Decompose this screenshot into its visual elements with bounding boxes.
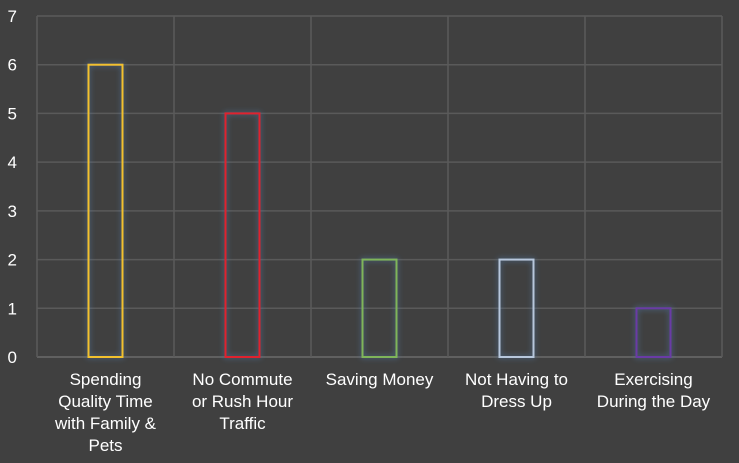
x-category-label-line: Exercising	[614, 370, 692, 389]
x-category-label-line: Pets	[88, 436, 122, 455]
x-category-label-line: with Family &	[54, 414, 157, 433]
bar	[224, 112, 261, 358]
y-tick-label: 0	[8, 348, 17, 367]
y-tick-label: 1	[8, 299, 17, 318]
x-category-label-line: During the Day	[597, 392, 711, 411]
bars	[87, 63, 672, 359]
x-category-label-line: Dress Up	[481, 392, 552, 411]
x-category-label-line: Quality Time	[58, 392, 152, 411]
y-tick-label: 7	[8, 7, 17, 26]
x-category-label: Not Having to Dress Up	[465, 370, 568, 411]
x-category-label-line: No Commute	[192, 370, 292, 389]
y-tick-label: 4	[8, 153, 17, 172]
bar	[361, 258, 398, 359]
x-category-label-line: Traffic	[219, 414, 266, 433]
x-category-label: Saving Money	[326, 370, 434, 389]
y-tick-label: 3	[8, 202, 17, 221]
x-category-label-line: Saving Money	[326, 370, 434, 389]
x-category-label-line: or Rush Hour	[192, 392, 293, 411]
bar	[635, 307, 672, 358]
x-category-label-line: Not Having to	[465, 370, 568, 389]
y-tick-label: 6	[8, 56, 17, 75]
y-tick-label: 5	[8, 104, 17, 123]
x-category-label: Spending Quality Time with Family & Pets	[54, 370, 157, 455]
x-category-label: Exercising During the Day	[597, 370, 711, 411]
x-category-label: No Commute or Rush Hour Traffic	[192, 370, 293, 433]
y-tick-label: 2	[8, 251, 17, 270]
bar	[87, 63, 124, 358]
bar	[498, 258, 535, 359]
x-category-label-line: Spending	[70, 370, 142, 389]
y-axis-tick-labels: 0 1 2 3 4 5 6 7	[8, 7, 17, 367]
x-axis-category-labels: Spending Quality Time with Family & Pets No …	[54, 370, 711, 455]
gridlines	[36, 15, 723, 358]
